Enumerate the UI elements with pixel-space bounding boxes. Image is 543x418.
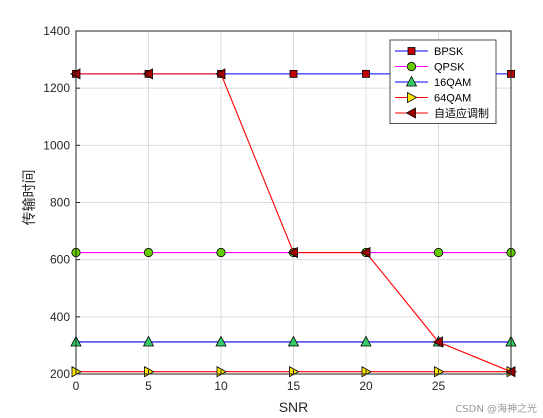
legend-item: BPSK: [395, 46, 464, 58]
y-tick-label: 1200: [43, 81, 70, 95]
data-point: [215, 335, 227, 347]
x-tick-label: 0: [73, 379, 80, 393]
data-point: [433, 247, 444, 258]
data-point: [360, 335, 372, 347]
x-tick-label: 25: [432, 379, 446, 393]
y-tick-label: 1000: [43, 138, 70, 152]
x-tick-label: 10: [214, 379, 228, 393]
data-point: [289, 69, 298, 78]
data-point: [142, 68, 153, 80]
data-point: [143, 247, 154, 258]
x-tick-label: 5: [145, 379, 152, 393]
legend-marker: [407, 47, 416, 55]
data-point: [287, 246, 298, 259]
data-point: [360, 246, 371, 259]
legend-marker: [405, 107, 416, 119]
data-point: [362, 69, 370, 78]
legend-marker: [407, 91, 418, 104]
legend-label: BPSK: [434, 46, 464, 58]
legend-label: 16QAM: [434, 77, 471, 89]
legend-label: 自适应调制: [434, 106, 489, 120]
x-tick-label: 15: [287, 379, 301, 393]
legend-label: 64QAM: [434, 93, 471, 105]
legend-item: 自适应调制: [395, 106, 489, 120]
legend-item: 64QAM: [395, 91, 471, 105]
data-point: [287, 335, 300, 347]
legend-label: QPSK: [434, 62, 465, 74]
legend-marker: [405, 75, 418, 87]
y-axis-label: 传输时间: [22, 170, 38, 226]
x-axis-label: SNR: [279, 399, 309, 415]
legend-item: 16QAM: [395, 75, 471, 89]
data-point: [432, 336, 443, 348]
y-tick-label: 1400: [43, 24, 70, 38]
x-axis-ticks: 0 5 10 15 20 25: [73, 370, 446, 393]
y-tick-label: 400: [50, 310, 70, 324]
y-tick-label: 800: [50, 196, 70, 210]
watermark: CSDN @海神之光: [455, 404, 537, 415]
y-tick-label: 200: [50, 367, 70, 381]
data-point: [216, 247, 226, 258]
y-tick-label: 600: [50, 253, 70, 267]
data-point: [142, 335, 155, 347]
data-point: [215, 68, 226, 80]
y-axis-ticks: 200 400 600 800 1000 1200 1400: [43, 24, 80, 381]
x-tick-label: 20: [359, 379, 373, 393]
legend-item: QPSK: [395, 62, 465, 74]
legend-marker: [406, 61, 417, 72]
